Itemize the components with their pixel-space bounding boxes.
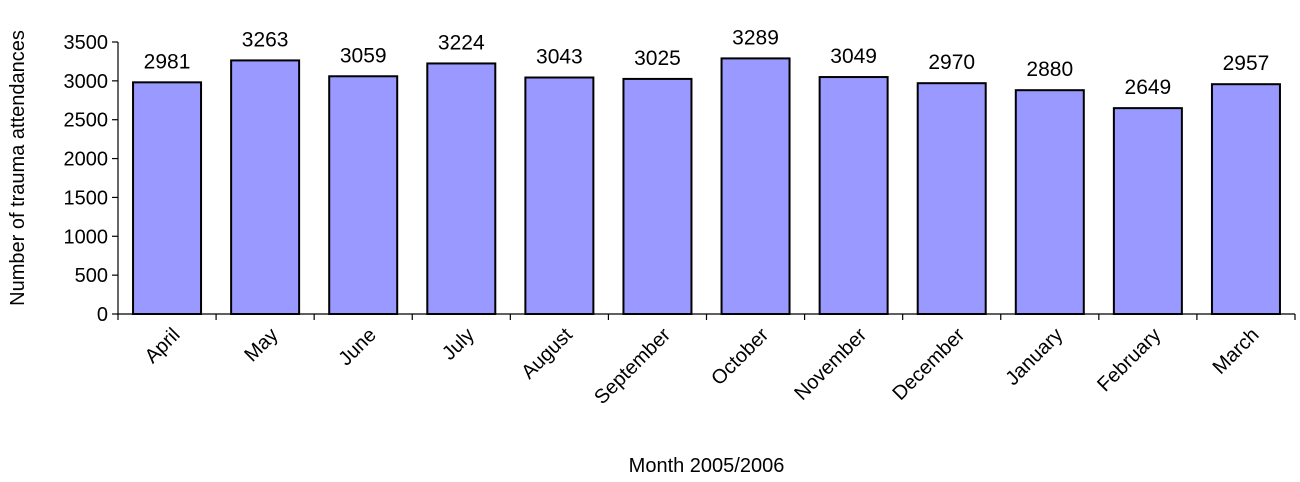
y-axis-title: Number of trauma attendances xyxy=(7,30,29,306)
x-axis-ticks: April May June July August September October No… xyxy=(117,314,1296,409)
y-tick-label: 500 xyxy=(75,265,108,287)
data-label-november: 3049 xyxy=(830,45,877,68)
data-label-may: 3263 xyxy=(242,28,289,51)
bars xyxy=(132,57,1281,316)
x-tick-label-august: August xyxy=(517,324,577,384)
data-label-july: 3224 xyxy=(438,31,485,54)
y-tick-label: 3000 xyxy=(64,71,109,93)
bar-december xyxy=(916,82,987,315)
x-tick-label-july: July xyxy=(438,324,479,365)
data-label-june: 3059 xyxy=(340,44,387,67)
data-labels: 2981 3263 3059 3224 3043 3025 3289 3049 2970 2880… xyxy=(144,26,1270,99)
x-tick-label-january: January xyxy=(1001,324,1067,390)
data-label-march: 2957 xyxy=(1223,52,1270,75)
bar-march xyxy=(1210,83,1281,316)
bar-october xyxy=(720,57,791,315)
bar-september xyxy=(622,77,693,315)
bar-august xyxy=(524,76,595,315)
bar-may xyxy=(230,59,301,315)
data-label-august: 3043 xyxy=(536,46,583,69)
data-label-december: 2970 xyxy=(928,51,975,74)
data-label-september: 3025 xyxy=(634,47,681,70)
x-tick-label-may: May xyxy=(240,324,282,366)
data-label-february: 2649 xyxy=(1125,76,1172,99)
x-tick-label-april: April xyxy=(141,324,185,368)
bar-april xyxy=(132,81,203,316)
y-tick-label: 1500 xyxy=(64,187,109,209)
x-tick-label-september: September xyxy=(590,324,675,409)
bar-july xyxy=(426,62,497,315)
bar-february xyxy=(1112,107,1183,315)
y-tick-label: 1000 xyxy=(64,226,109,248)
x-tick-label-november: November xyxy=(790,324,871,405)
x-tick-label-march: March xyxy=(1209,324,1264,379)
x-tick-label-february: February xyxy=(1093,324,1165,396)
y-tick-label: 2500 xyxy=(64,110,109,132)
y-tick-label: 3500 xyxy=(64,32,109,54)
x-tick-label-june: June xyxy=(335,324,381,370)
y-tick-label: 0 xyxy=(97,304,108,326)
x-tick-label-october: October xyxy=(707,324,773,390)
data-label-january: 2880 xyxy=(1026,58,1073,81)
bar-june xyxy=(328,75,399,315)
data-label-october: 3289 xyxy=(732,26,779,49)
y-axis-ticks: 0 500 1000 1500 2000 2500 3000 3500 xyxy=(64,32,118,326)
x-axis-title: Month 2005/2006 xyxy=(629,455,785,477)
y-tick-label: 2000 xyxy=(64,149,109,171)
bar-november xyxy=(818,76,889,315)
data-label-april: 2981 xyxy=(144,50,191,73)
x-tick-label-december: December xyxy=(888,324,969,405)
bar-january xyxy=(1014,89,1085,315)
